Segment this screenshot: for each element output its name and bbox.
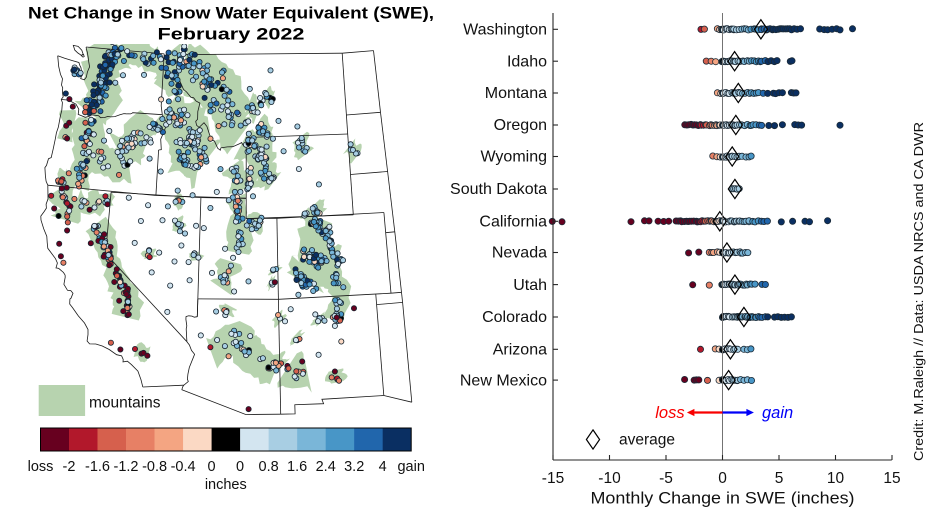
- svg-text:Oregon: Oregon: [494, 117, 547, 134]
- svg-text:average: average: [619, 432, 675, 449]
- svg-text:10: 10: [827, 470, 845, 487]
- svg-text:-1.2: -1.2: [114, 459, 139, 475]
- svg-text:loss: loss: [655, 404, 684, 422]
- svg-text:-10: -10: [598, 470, 621, 487]
- svg-text:Monthly Change in SWE (inches): Monthly Change in SWE (inches): [591, 489, 855, 508]
- svg-text:Montana: Montana: [485, 85, 547, 102]
- svg-text:0: 0: [208, 459, 216, 475]
- svg-text:-15: -15: [542, 470, 564, 487]
- svg-text:0.8: 0.8: [259, 459, 279, 475]
- svg-text:loss: loss: [28, 459, 54, 475]
- svg-text:4: 4: [379, 459, 387, 475]
- svg-text:Utah: Utah: [513, 277, 547, 294]
- svg-text:Net Change in Snow Water Equiv: Net Change in Snow Water Equivalent (SWE…: [28, 5, 434, 23]
- svg-text:South Dakota: South Dakota: [450, 181, 547, 198]
- svg-text:inches: inches: [205, 477, 247, 493]
- svg-text:Wyoming: Wyoming: [480, 149, 547, 166]
- svg-text:15: 15: [883, 470, 900, 487]
- svg-text:Nevada: Nevada: [492, 245, 547, 262]
- svg-text:-5: -5: [659, 470, 673, 487]
- svg-text:-2: -2: [63, 459, 76, 475]
- svg-text:Washington: Washington: [463, 22, 547, 39]
- svg-text:gain: gain: [762, 404, 793, 422]
- svg-text:0: 0: [236, 459, 244, 475]
- svg-text:February 2022: February 2022: [158, 25, 305, 43]
- svg-text:1.6: 1.6: [287, 459, 307, 475]
- svg-text:Credit: M.Raleigh // Data: USD: Credit: M.Raleigh // Data: USDA NRCS and…: [911, 122, 926, 461]
- svg-text:Idaho: Idaho: [507, 53, 547, 70]
- svg-text:-1.6: -1.6: [85, 459, 110, 475]
- svg-text:-0.8: -0.8: [142, 459, 167, 475]
- svg-text:California: California: [479, 214, 547, 231]
- svg-text:Colorado: Colorado: [482, 309, 547, 326]
- svg-text:2.4: 2.4: [316, 459, 336, 475]
- svg-text:0: 0: [718, 470, 727, 487]
- svg-text:-0.4: -0.4: [171, 459, 196, 475]
- svg-text:mountains: mountains: [89, 395, 161, 412]
- svg-text:5: 5: [775, 470, 784, 487]
- svg-text:3.2: 3.2: [344, 459, 364, 475]
- svg-text:New Mexico: New Mexico: [460, 372, 547, 389]
- svg-text:gain: gain: [397, 459, 424, 475]
- svg-text:Arizona: Arizona: [493, 342, 547, 359]
